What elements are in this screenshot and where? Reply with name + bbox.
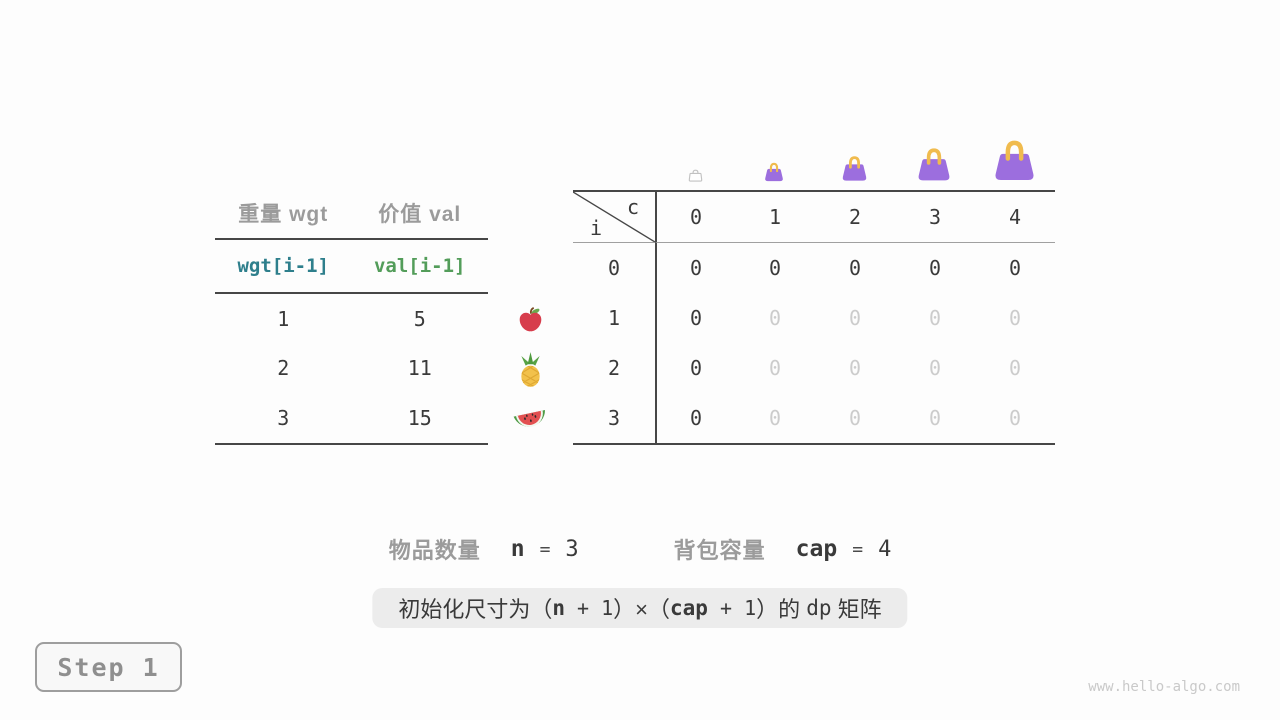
items-table: 重量 wgt 价值 val wgt[i-1] val[i-1] 1 5 2 11 3 15 xyxy=(215,188,488,445)
capacity-bags-row xyxy=(573,133,1055,190)
item-value-cell: 5 xyxy=(413,306,426,331)
dp-cell-1-1: 0 xyxy=(768,306,782,330)
capacity-value: 4 xyxy=(878,536,892,562)
dp-row-header-1: 1 xyxy=(607,306,621,330)
dp-cell-3-2: 0 xyxy=(848,406,862,430)
dp-cell-1-2: 0 xyxy=(848,306,862,330)
items-index-wgt: wgt[i-1] xyxy=(237,255,329,277)
items-table-header-row: 重量 wgt 价值 val xyxy=(215,188,488,240)
caption-segment: 矩阵 xyxy=(831,597,882,622)
apple-icon xyxy=(505,306,555,334)
dp-col-header-0: 0 xyxy=(655,192,735,243)
dp-row-header-2: 2 xyxy=(607,356,621,380)
caption-segment: + 1 xyxy=(564,596,614,620)
bag-icon-capacity-3 xyxy=(915,147,953,187)
dp-col-header-2: 2 xyxy=(815,192,895,243)
item-weight-cell: 3 xyxy=(277,405,290,430)
dp-cell-3-0: 0 xyxy=(655,393,735,443)
items-table-index-row: wgt[i-1] val[i-1] xyxy=(215,240,488,294)
dp-row-header-0: 0 xyxy=(607,256,621,280)
bag-icon-capacity-0 xyxy=(688,169,703,187)
dp-cell-3-1: 0 xyxy=(768,406,782,430)
dp-cell-0-1: 0 xyxy=(768,256,782,280)
caption-segment: + 1 xyxy=(707,596,757,620)
dp-cell-3-4: 0 xyxy=(1008,406,1022,430)
pineapple-icon xyxy=(505,351,555,388)
watermelon-icon xyxy=(505,406,555,432)
dp-col-header-3: 3 xyxy=(895,192,975,243)
step-badge-label: Step 1 xyxy=(57,652,160,682)
item-count-value: 3 xyxy=(565,536,579,562)
item-weight-cell: 1 xyxy=(277,306,290,331)
bag-icon-capacity-4 xyxy=(991,139,1038,187)
dp-cell-2-1: 0 xyxy=(768,356,782,380)
stats-line: 物品数量 n = 3 背包容量 cap = 4 xyxy=(0,533,1280,565)
dp-row-header-3: 3 xyxy=(607,406,621,430)
dp-cell-1-0: 0 xyxy=(655,293,735,343)
items-table-row: 2 11 xyxy=(215,344,488,394)
items-col-header-value: 价值 val xyxy=(378,203,462,226)
dp-col-header-4: 4 xyxy=(975,192,1055,243)
caption-box: 初始化尺寸为（ n + 1 ）×（ cap + 1 ）的 dp 矩阵 xyxy=(372,588,908,628)
capacity-variable: cap xyxy=(795,536,838,562)
caption-segment: ）×（ xyxy=(613,597,671,622)
dp-cell-2-3: 0 xyxy=(928,356,942,380)
capacity-stat: 背包容量 cap = 4 xyxy=(674,533,892,565)
dp-cell-1-3: 0 xyxy=(928,306,942,330)
dp-cell-0-3: 0 xyxy=(928,256,942,280)
item-value-cell: 11 xyxy=(407,356,432,381)
dp-corner-row-label: i xyxy=(590,216,603,240)
equals-sign: = xyxy=(852,538,864,560)
dp-cell-2-2: 0 xyxy=(848,356,862,380)
dp-cell-0-0: 0 xyxy=(655,243,735,293)
dp-col-header-1: 1 xyxy=(735,192,815,243)
caption-segment: dp xyxy=(806,596,832,620)
caption-segment: cap xyxy=(670,596,708,620)
bag-icon-capacity-1 xyxy=(763,162,785,187)
item-count-variable: n xyxy=(510,536,525,562)
caption-segment: n xyxy=(552,596,565,620)
bag-icon-capacity-2 xyxy=(840,155,869,187)
capacity-label: 背包容量 xyxy=(673,538,766,563)
item-count-stat: 物品数量 n = 3 xyxy=(389,533,579,565)
item-weight-cell: 2 xyxy=(277,356,290,381)
caption-segment: ）的 xyxy=(756,597,807,622)
items-table-body: 1 5 2 11 3 15 xyxy=(215,294,488,443)
dp-cell-0-2: 0 xyxy=(848,256,862,280)
item-value-cell: 15 xyxy=(407,405,432,430)
dp-cell-3-3: 0 xyxy=(928,406,942,430)
dp-cell-0-4: 0 xyxy=(1008,256,1022,280)
step-badge: Step 1 xyxy=(35,642,182,692)
watermark: www.hello-algo.com xyxy=(1088,679,1240,695)
item-count-label: 物品数量 xyxy=(388,538,481,563)
items-index-val: val[i-1] xyxy=(373,255,466,277)
caption-segment: 初始化尺寸为（ xyxy=(398,597,553,622)
dp-cell-1-4: 0 xyxy=(1008,306,1022,330)
items-table-row: 3 15 xyxy=(215,393,488,443)
dp-corner-col-label: c xyxy=(626,195,639,219)
items-col-header-weight: 重量 wgt xyxy=(238,203,329,226)
dp-cell-2-4: 0 xyxy=(1008,356,1022,380)
equals-sign: = xyxy=(539,538,551,560)
dp-cell-2-0: 0 xyxy=(655,343,735,393)
dp-corner-cell: c i xyxy=(573,192,655,243)
